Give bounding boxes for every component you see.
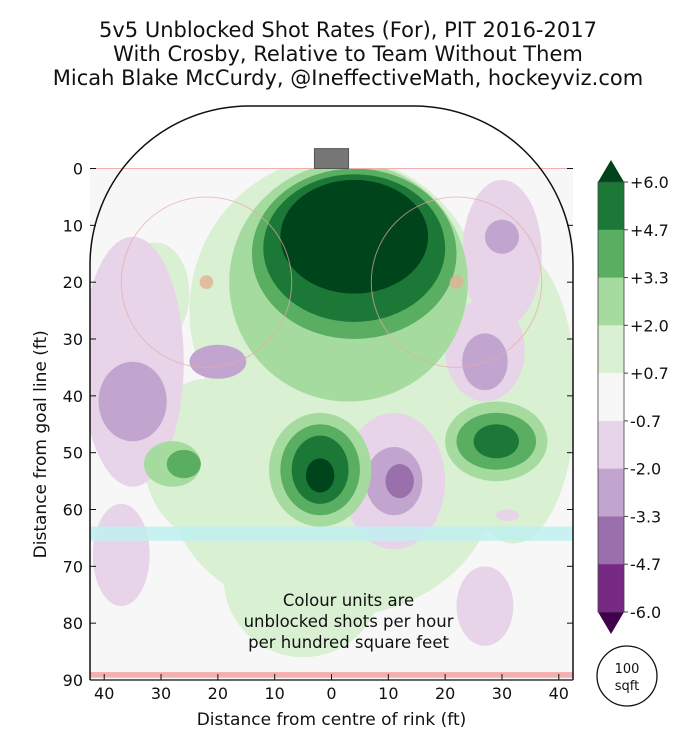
- colorbar-segment: [598, 564, 624, 613]
- y-tick-label: 40: [63, 387, 83, 406]
- y-tick-label: 50: [63, 444, 83, 463]
- y-tick-label: 90: [63, 671, 83, 690]
- heatmap-region: [92, 503, 150, 607]
- y-tick-label: 30: [63, 330, 83, 349]
- chart-title-line-2: With Crosby, Relative to Team Without Th…: [113, 42, 583, 66]
- x-tick-label: 40: [549, 684, 569, 703]
- heatmap-region: [98, 361, 167, 442]
- x-tick-label: 30: [492, 684, 512, 703]
- y-tick-label: 20: [63, 273, 83, 292]
- y-tick-label: 70: [63, 557, 83, 576]
- y-tick-label: 0: [73, 160, 83, 179]
- colorbar-segment: [598, 229, 624, 279]
- heatmap-region: [496, 509, 520, 521]
- y-tick-label: 10: [63, 216, 83, 235]
- colorbar-segment: [598, 373, 624, 422]
- annotation-line: Colour units are: [283, 591, 414, 610]
- rink-boards: [89, 105, 574, 680]
- heatmap-region: [166, 449, 201, 479]
- colorbar-tick-label: +2.0: [630, 316, 669, 335]
- y-tick-label: 60: [63, 501, 83, 520]
- colorbar-segment: [598, 182, 624, 231]
- faceoff-dot: [449, 275, 464, 289]
- x-tick-label: 0: [326, 684, 336, 703]
- y-axis-label: Distance from goal line (ft): [31, 330, 51, 558]
- x-tick-label: 30: [151, 684, 171, 703]
- colorbar-tick-label: -4.7: [630, 555, 661, 574]
- colorbar-tick-label: +4.7: [630, 221, 669, 240]
- x-tick-label: 10: [378, 684, 398, 703]
- colorbar-tick-label: +3.3: [630, 269, 669, 288]
- colorbar-frame: [597, 181, 625, 613]
- colorbar-top-arrow: [598, 160, 624, 182]
- faceoff-circle: [120, 196, 293, 368]
- x-tick-label: 20: [435, 684, 455, 703]
- heatmap-region: [456, 566, 514, 646]
- x-tick-label: 20: [208, 684, 228, 703]
- annotation-line: unblocked shots per hour: [244, 612, 454, 631]
- colorbar-tick-label: -0.7: [630, 412, 661, 431]
- heatmap-region: [462, 333, 508, 391]
- chart-title-line-1: 5v5 Unblocked Shot Rates (For), PIT 2016…: [99, 18, 597, 42]
- colorbar-segment: [598, 325, 624, 374]
- colorbar-segment: [598, 516, 624, 565]
- blue-line: [90, 526, 573, 541]
- colorbar-segment: [598, 420, 624, 470]
- heatmap-region: [473, 424, 520, 459]
- chart-title-line-3: Micah Blake McCurdy, @IneffectiveMath, h…: [52, 66, 644, 90]
- faceoff-circle: [370, 196, 543, 368]
- annotation-line: per hundred square feet: [248, 633, 449, 652]
- scale-badge-value: 100: [615, 662, 640, 677]
- heatmap-region: [286, 321, 343, 391]
- colorbar-bottom-arrow: [598, 612, 624, 634]
- y-tick-label: 80: [63, 614, 83, 633]
- scale-badge-unit: sqft: [615, 679, 639, 694]
- scale-badge: [596, 645, 658, 707]
- heatmap-region: [305, 458, 335, 493]
- faceoff-dot: [199, 275, 214, 289]
- colorbar-tick-label: -6.0: [630, 603, 661, 622]
- goal-net: [313, 148, 350, 170]
- colorbar-segment: [598, 468, 624, 517]
- colorbar-segment: [598, 277, 624, 326]
- colorbar-tick-label: -3.3: [630, 507, 661, 526]
- heatmap-region: [385, 464, 414, 499]
- x-tick-label: 10: [264, 684, 284, 703]
- heatmap-region: [484, 219, 520, 254]
- colorbar-tick-label: +6.0: [630, 173, 669, 192]
- heatmap-region: [280, 179, 429, 294]
- colorbar-tick-label: +0.7: [630, 364, 669, 383]
- x-axis-label: Distance from centre of rink (ft): [197, 710, 467, 730]
- heatmap-region: [189, 344, 247, 379]
- colorbar-tick-label: -2.0: [630, 460, 661, 479]
- x-tick-label: 40: [94, 684, 114, 703]
